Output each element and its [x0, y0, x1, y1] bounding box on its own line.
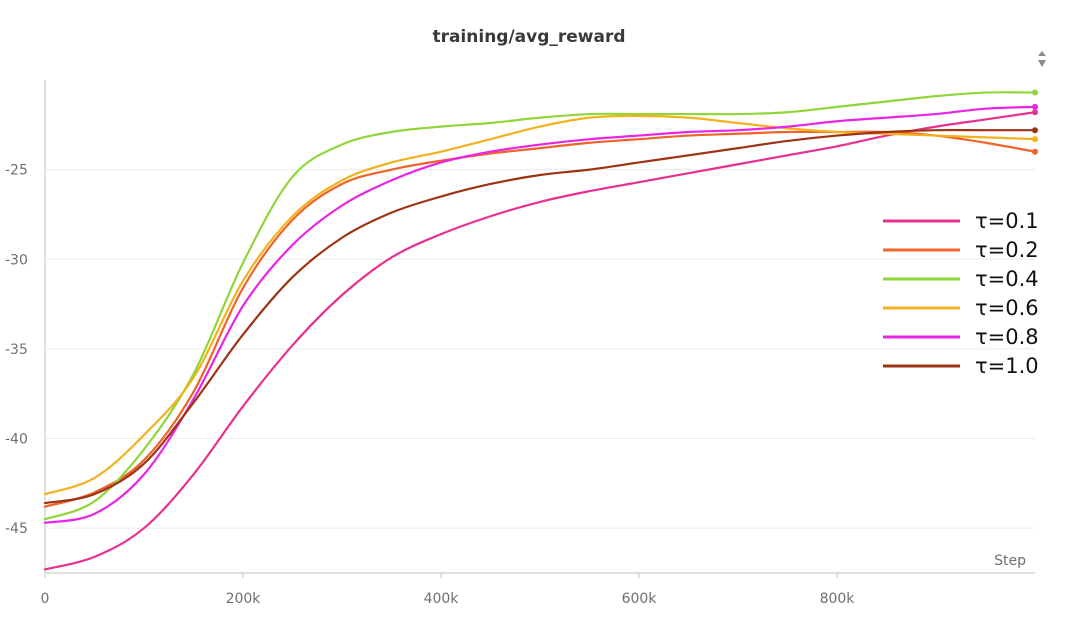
series-endpoints	[1032, 89, 1038, 155]
y-tick-label: -30	[5, 252, 28, 268]
legend-label: τ=1.0	[975, 354, 1039, 378]
series-line-6	[43, 128, 1037, 505]
series-line-4	[43, 114, 1037, 496]
x-tick-label: 800k	[820, 591, 856, 607]
x-axis-label: Step	[994, 553, 1026, 569]
series-line-5	[43, 105, 1037, 524]
x-tick-label: 400k	[424, 591, 460, 607]
chart-title: training/avg_reward	[432, 27, 625, 47]
axes	[44, 80, 1035, 574]
series-endpoint-2	[1032, 148, 1038, 155]
x-tick-label: 600k	[622, 591, 658, 607]
series-line-3	[43, 91, 1037, 521]
series-lines	[43, 91, 1037, 571]
series-endpoint-6	[1032, 127, 1038, 134]
y-tick-label: -35	[5, 342, 28, 358]
x-tick-label: 200k	[226, 591, 262, 607]
legend-label: τ=0.8	[975, 325, 1039, 349]
y-tick-label: -45	[5, 521, 28, 537]
series-line-1	[43, 111, 1037, 571]
scroll-indicator-icon[interactable]	[1038, 51, 1046, 67]
series-endpoint-3	[1032, 89, 1038, 96]
legend-label: τ=0.6	[975, 296, 1039, 320]
legend-label: τ=0.4	[975, 267, 1039, 291]
legend-label: τ=0.1	[975, 209, 1039, 233]
series-endpoint-4	[1032, 136, 1038, 143]
x-tick-label: 0	[41, 591, 50, 607]
y-tick-label: -25	[5, 163, 28, 179]
legend-label: τ=0.2	[975, 238, 1039, 262]
series-endpoint-1	[1032, 109, 1038, 116]
x-axis-ticks: 0 200k 400k 600k 800k	[41, 573, 856, 607]
series-endpoint-5	[1032, 103, 1038, 110]
series-line-2	[43, 130, 1037, 508]
legend: τ=0.1 τ=0.2 τ=0.4 τ=0.6 τ=0.8 τ=1.0	[883, 209, 1039, 378]
y-axis-ticks: -25 -30 -35 -40 -45	[5, 163, 28, 538]
y-tick-label: -40	[5, 432, 28, 448]
